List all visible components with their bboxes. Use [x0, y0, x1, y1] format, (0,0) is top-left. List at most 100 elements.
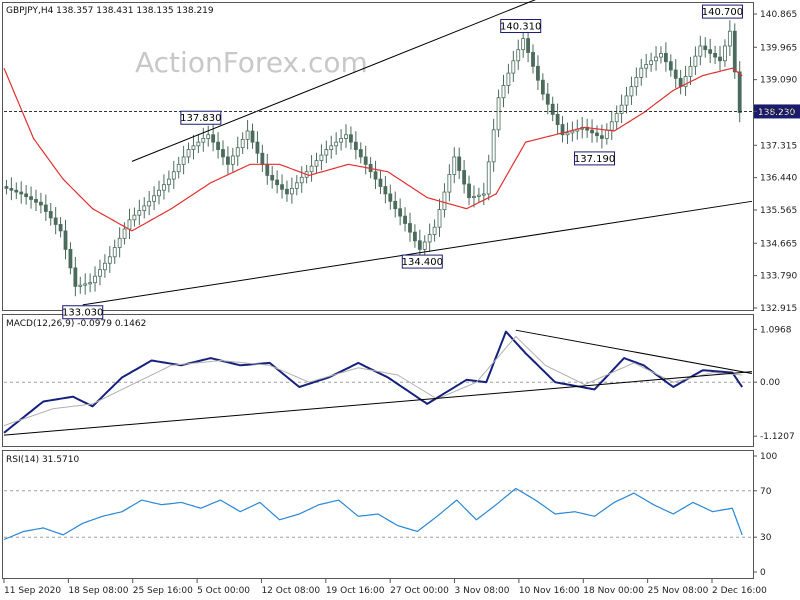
- candle-body: [285, 188, 289, 195]
- candle-body: [137, 210, 142, 216]
- rsi-series-group: [3, 487, 753, 541]
- candle-body: [270, 175, 275, 181]
- candle-body: [649, 60, 654, 65]
- candle-body: [29, 196, 33, 200]
- candle-body: [683, 76, 688, 88]
- candle-body: [668, 61, 673, 71]
- price-y-tick-label: 138.230: [760, 107, 797, 117]
- candle-body: [186, 149, 191, 158]
- candle-body: [629, 86, 634, 97]
- candle-body: [550, 103, 555, 115]
- candle-body: [536, 65, 540, 81]
- candle-body: [521, 38, 526, 51]
- candle-body: [334, 141, 339, 147]
- x-tick-label: 10 Nov 16:00: [519, 586, 580, 596]
- candle-body: [678, 77, 683, 88]
- candle-body: [48, 211, 53, 219]
- candle-body: [181, 156, 186, 165]
- candle-body: [452, 156, 457, 175]
- candle-body: [432, 226, 437, 235]
- candle-body: [260, 152, 265, 165]
- price-y-tick-label: 140.865: [760, 10, 797, 20]
- current-price-tag: [754, 104, 800, 119]
- macd-trendline: [3, 371, 753, 436]
- candle-body: [718, 56, 722, 62]
- candle-body: [442, 191, 447, 211]
- price-annotation-box: [180, 110, 222, 125]
- candle-body: [73, 267, 78, 287]
- candle-body: [88, 282, 93, 285]
- candle-body: [604, 129, 609, 139]
- candle-body: [171, 171, 176, 180]
- candle-body: [68, 248, 73, 269]
- price-y-tick-label: 136.440: [760, 174, 797, 184]
- candle-body: [329, 145, 334, 150]
- candle-body: [83, 283, 88, 286]
- price-annotation-box: [701, 4, 743, 19]
- candle-body: [9, 187, 14, 191]
- current-price-label: 138.230: [758, 108, 795, 118]
- candle-body: [516, 49, 521, 62]
- candle-body: [447, 174, 452, 193]
- x-tick-label: 18 Sep 08:00: [68, 586, 128, 596]
- candle-body: [654, 56, 658, 62]
- candle-body: [240, 138, 245, 149]
- candle-body: [102, 262, 107, 271]
- candle-body: [398, 208, 403, 217]
- price-y-tick-label: 135.565: [760, 206, 797, 216]
- price-panel-title: GBPJPY,H4 138.357 138.431 138.135 138.21…: [6, 6, 214, 16]
- candle-body: [319, 154, 324, 162]
- candle-body: [34, 199, 38, 203]
- price-annotation-label: 140.700: [702, 7, 743, 18]
- macd-panel-frame: [2, 314, 754, 447]
- candle-body: [201, 138, 206, 143]
- candle-body: [226, 156, 230, 165]
- macd-trendline: [515, 329, 753, 375]
- candle-body: [280, 184, 284, 190]
- price-annotation-label: 134.400: [402, 257, 443, 268]
- candle-body: [413, 231, 417, 242]
- candle-body: [353, 141, 358, 150]
- candle-body: [324, 149, 329, 156]
- candle-body: [378, 178, 383, 187]
- candle-body: [157, 189, 161, 197]
- candle-body: [112, 247, 117, 258]
- candle-body: [166, 178, 171, 186]
- candle-body: [511, 60, 516, 74]
- candle-body: [299, 176, 304, 184]
- candle-body: [540, 79, 545, 95]
- candle-body: [132, 214, 137, 221]
- candle-body: [363, 156, 368, 165]
- candle-body: [713, 52, 717, 58]
- x-tick-label: 2 Dec 16:00: [712, 586, 767, 596]
- candle-body: [408, 223, 412, 233]
- candle-body: [560, 124, 565, 136]
- candle-body: [501, 85, 506, 99]
- rsi-panel-title: RSI(14) 31.5710: [6, 455, 79, 465]
- price-y-tick-label: 134.665: [760, 239, 797, 249]
- candle-body: [53, 217, 58, 225]
- candle-body: [58, 224, 63, 232]
- candle-body: [349, 134, 353, 143]
- candle-body: [659, 52, 663, 58]
- signal-line: [3, 335, 743, 427]
- candle-body: [176, 163, 181, 173]
- rsi-line: [3, 487, 743, 541]
- candle-body: [496, 97, 501, 131]
- rsi-y-tick-label: 70: [760, 487, 772, 497]
- price-y-tick-label: 137.315: [760, 141, 797, 151]
- candle-body: [24, 193, 29, 198]
- rsi-panel-frame: [2, 450, 754, 579]
- price-annotation-box: [401, 254, 443, 269]
- candle-body: [383, 186, 388, 195]
- candle-body: [162, 184, 166, 191]
- candle-body: [255, 141, 260, 154]
- x-tick-label: 19 Oct 16:00: [326, 586, 385, 596]
- moving-average-line: [3, 67, 743, 232]
- candle-body: [417, 240, 422, 250]
- candle-body: [230, 155, 235, 165]
- price-y-tick-label: 132.915: [760, 304, 797, 314]
- price-series-group: 138.230 133.030 137.830 134.400 140.310 137.1…: [3, 0, 800, 320]
- candle-body: [462, 170, 467, 185]
- macd-y-tick-label: -1.1207: [760, 432, 795, 442]
